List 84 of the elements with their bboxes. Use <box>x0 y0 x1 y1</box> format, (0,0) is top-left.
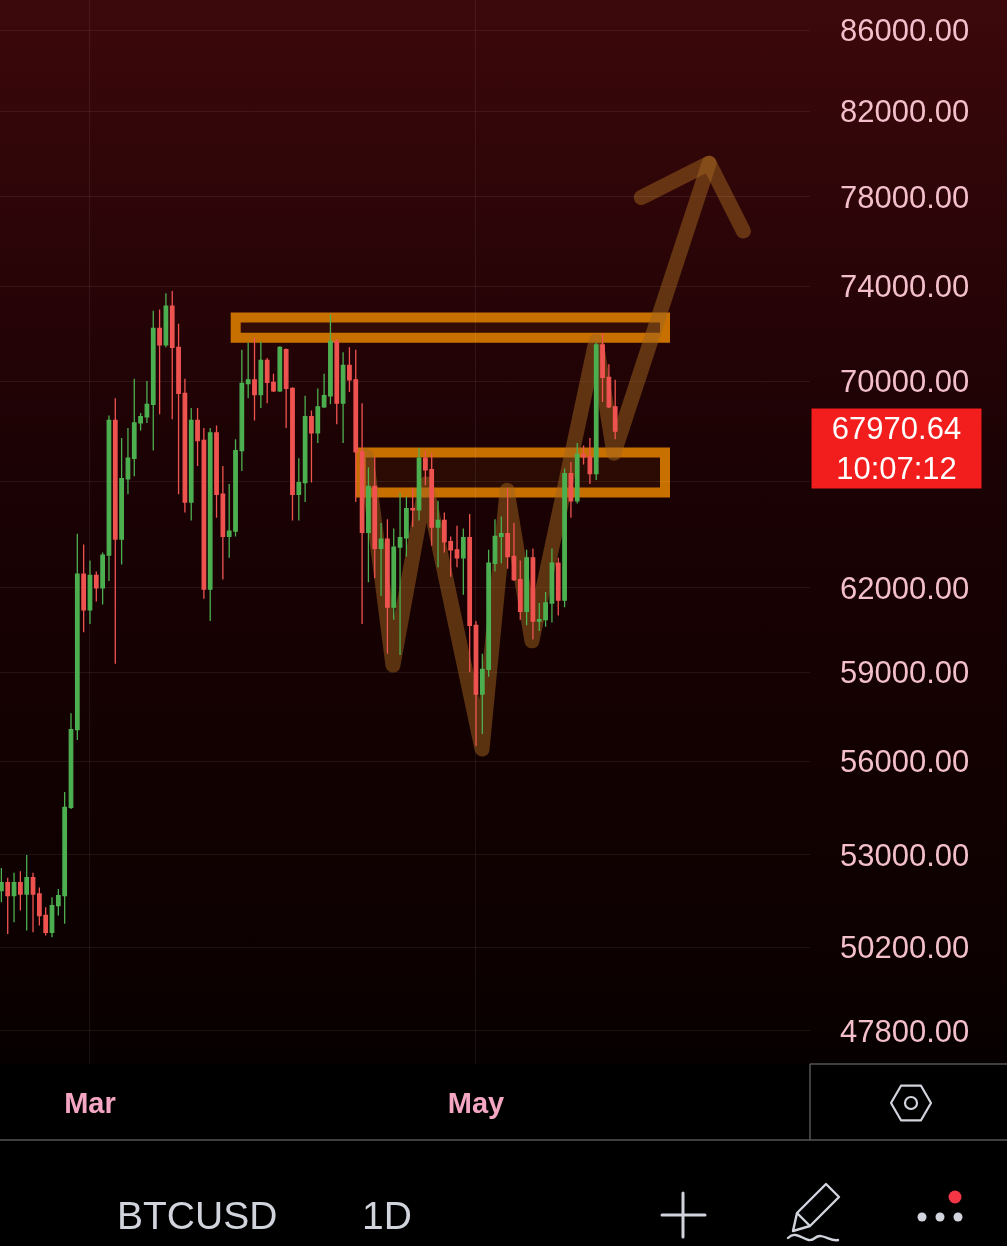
candlestick <box>74 533 80 741</box>
candlestick <box>195 407 200 467</box>
candlestick <box>252 337 257 422</box>
candlestick <box>17 870 23 912</box>
candlestick <box>182 378 188 514</box>
y-tick-label: 62000.00 <box>839 570 970 606</box>
candlestick <box>334 338 340 425</box>
y-tick-label: 78000.00 <box>839 179 970 215</box>
y-tick-label: 82000.00 <box>839 94 970 130</box>
y-tick-label: 74000.00 <box>839 269 970 305</box>
candlestick <box>549 547 555 624</box>
candlestick <box>359 402 365 625</box>
candlestick <box>81 543 87 633</box>
candlestick <box>119 437 124 566</box>
candlestick <box>0 867 4 903</box>
candlestick <box>606 363 612 409</box>
candlestick <box>296 457 302 522</box>
candlestick <box>587 437 593 485</box>
candlestick <box>391 527 397 621</box>
candlestick <box>150 310 156 452</box>
candlestick <box>517 559 523 621</box>
text: 1D <box>362 1194 412 1237</box>
candlestick <box>530 547 536 641</box>
candlestick <box>581 444 586 466</box>
candlestick <box>277 345 283 393</box>
candlestick <box>68 712 74 810</box>
candlestick <box>100 551 106 606</box>
candlestick <box>309 409 314 484</box>
candlestick <box>460 527 466 596</box>
candlestick <box>30 872 36 933</box>
candlestick <box>385 518 390 655</box>
candlestick <box>302 395 308 503</box>
y-tick-label: 53000.00 <box>839 837 970 873</box>
candlestick <box>562 467 567 608</box>
y-tick-label: 47800.00 <box>839 1013 970 1049</box>
candlestick <box>93 570 99 603</box>
candlestick <box>404 496 409 558</box>
candlestick <box>315 387 321 444</box>
x-tick-label: May <box>447 1086 505 1119</box>
candlestick <box>593 341 599 481</box>
candlestick <box>24 854 30 932</box>
candlestick <box>372 456 378 579</box>
candlestick <box>49 896 55 938</box>
candlestick <box>410 487 416 528</box>
candlestick <box>511 522 517 582</box>
candlestick <box>568 461 574 519</box>
y-tick-label: 86000.00 <box>839 13 970 49</box>
candlestick <box>498 515 504 564</box>
x-tick-label: Mar <box>64 1086 116 1119</box>
candlestick <box>258 340 264 409</box>
candlestick <box>473 620 479 747</box>
y-tick-label: 50200.00 <box>839 930 970 966</box>
candlestick <box>397 492 403 656</box>
candlestick <box>505 487 511 570</box>
candlestick <box>454 525 460 568</box>
candlestick <box>378 522 384 597</box>
candlestick <box>612 379 618 440</box>
candlestick <box>112 397 118 665</box>
candlestick <box>125 427 131 495</box>
candlestick <box>416 447 422 522</box>
candlestick <box>106 414 112 582</box>
candlestick <box>144 380 150 424</box>
candlestick <box>467 513 473 673</box>
candlestick <box>435 500 441 568</box>
y-tick-label: 59000.00 <box>839 655 970 691</box>
text: 67970.64 10:07:12 <box>831 411 962 487</box>
candlestick <box>245 341 251 399</box>
candlestick <box>555 557 561 617</box>
candlestick <box>340 351 346 444</box>
candlestick <box>157 308 162 415</box>
candlestick <box>492 518 498 573</box>
candlestick <box>5 876 11 935</box>
candlestick <box>366 466 371 583</box>
candlestick <box>600 332 605 403</box>
candlestick <box>11 872 17 923</box>
candlestick <box>87 559 93 625</box>
candlestick <box>188 407 194 522</box>
candlestick <box>207 427 213 622</box>
candlestick <box>524 549 529 626</box>
y-tick-label: 70000.00 <box>839 363 970 399</box>
text: BTCUSD <box>117 1193 278 1237</box>
y-tick-label: 56000.00 <box>839 744 970 780</box>
candlestick <box>574 442 580 505</box>
candlestick <box>163 292 169 348</box>
